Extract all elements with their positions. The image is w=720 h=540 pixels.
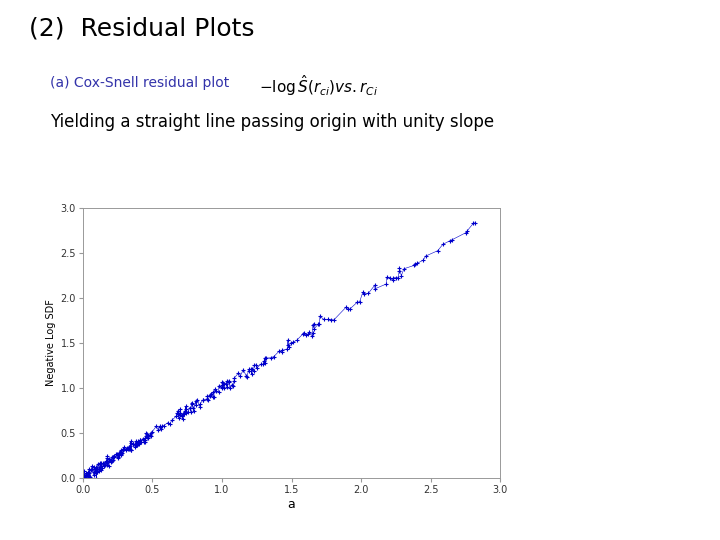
Text: Yielding a straight line passing origin with unity slope: Yielding a straight line passing origin … — [50, 113, 495, 131]
Y-axis label: Negative Log SDF: Negative Log SDF — [46, 300, 56, 386]
Text: (a) Cox-Snell residual plot: (a) Cox-Snell residual plot — [50, 76, 230, 90]
Text: $-\log\hat{S}(r_{ci})vs.r_{Ci}$: $-\log\hat{S}(r_{ci})vs.r_{Ci}$ — [259, 73, 378, 98]
Text: (2)  Residual Plots: (2) Residual Plots — [29, 16, 254, 40]
X-axis label: a: a — [288, 498, 295, 511]
